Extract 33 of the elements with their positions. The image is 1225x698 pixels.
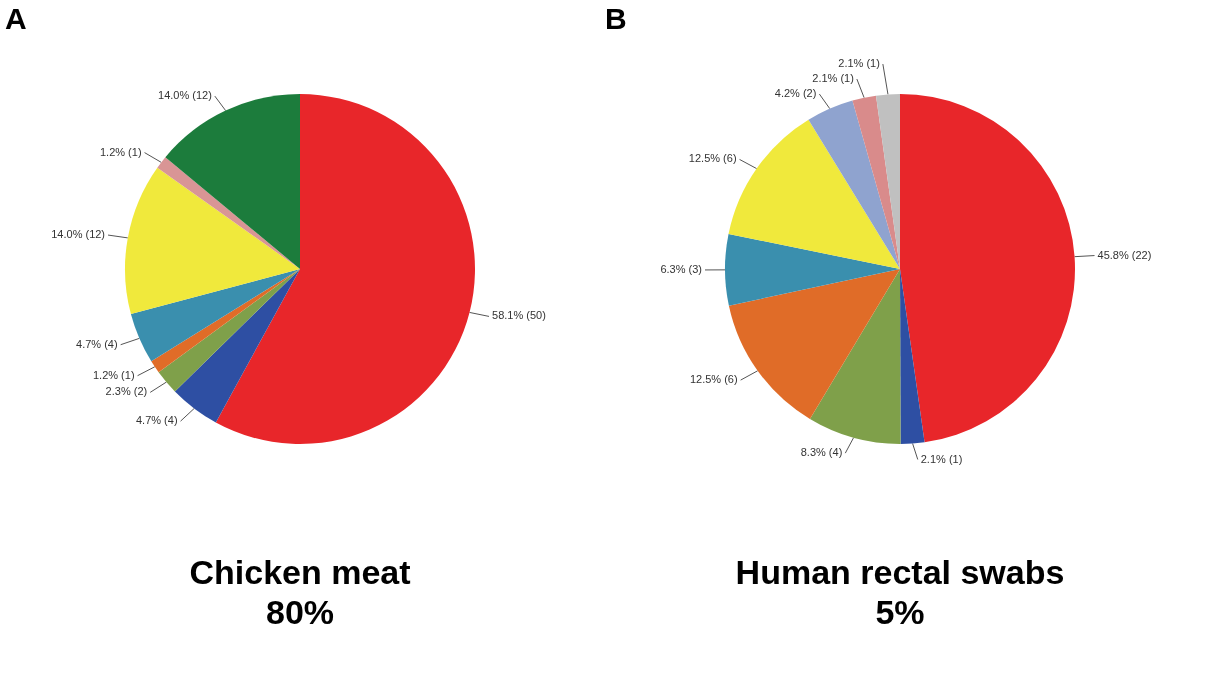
data-label: 4.7% (4) (76, 337, 118, 350)
chart-title: B (605, 2, 627, 35)
pie-slice (125, 167, 300, 315)
text: 80% (265, 593, 335, 631)
data-label: 8.3% (4) (800, 446, 843, 459)
data-label: 14.0% (12) (158, 89, 212, 102)
pie-slice (215, 94, 475, 444)
data-label: 4.2% (2) (774, 87, 817, 100)
pie-slice (130, 269, 300, 362)
data-label: 45.8% (22) (1097, 248, 1152, 261)
data-label: 2.1% (1) (812, 72, 854, 85)
data-label: 4.7% (4) (135, 414, 178, 427)
pie-slice (151, 269, 300, 373)
pie-slice (900, 94, 1075, 443)
chart-title: A (5, 2, 27, 35)
pie-slice (809, 269, 901, 444)
data-label: 14.0% (12) (51, 228, 106, 241)
data-label: 2.1% (1) (838, 57, 880, 70)
data-label: 12.5% (6) (689, 373, 738, 386)
data-label: 2.1% (1) (920, 452, 963, 465)
text: Chicken meat (189, 553, 411, 591)
data-label: 6.3% (3) (660, 262, 702, 275)
pie-slice (725, 233, 900, 306)
text: Human rectal swabs (735, 553, 1065, 591)
data-label: 58.1% (50) (492, 309, 546, 322)
pie-slice (808, 100, 900, 269)
data-label: 12.5% (6) (688, 152, 737, 165)
pie-slice (852, 95, 900, 269)
pie-slice (157, 157, 300, 269)
data-label: 1.2% (1) (99, 145, 142, 158)
data-label: 2.3% (2) (105, 385, 148, 398)
data-label: 1.2% (1) (92, 368, 135, 381)
text: 5% (875, 593, 925, 631)
